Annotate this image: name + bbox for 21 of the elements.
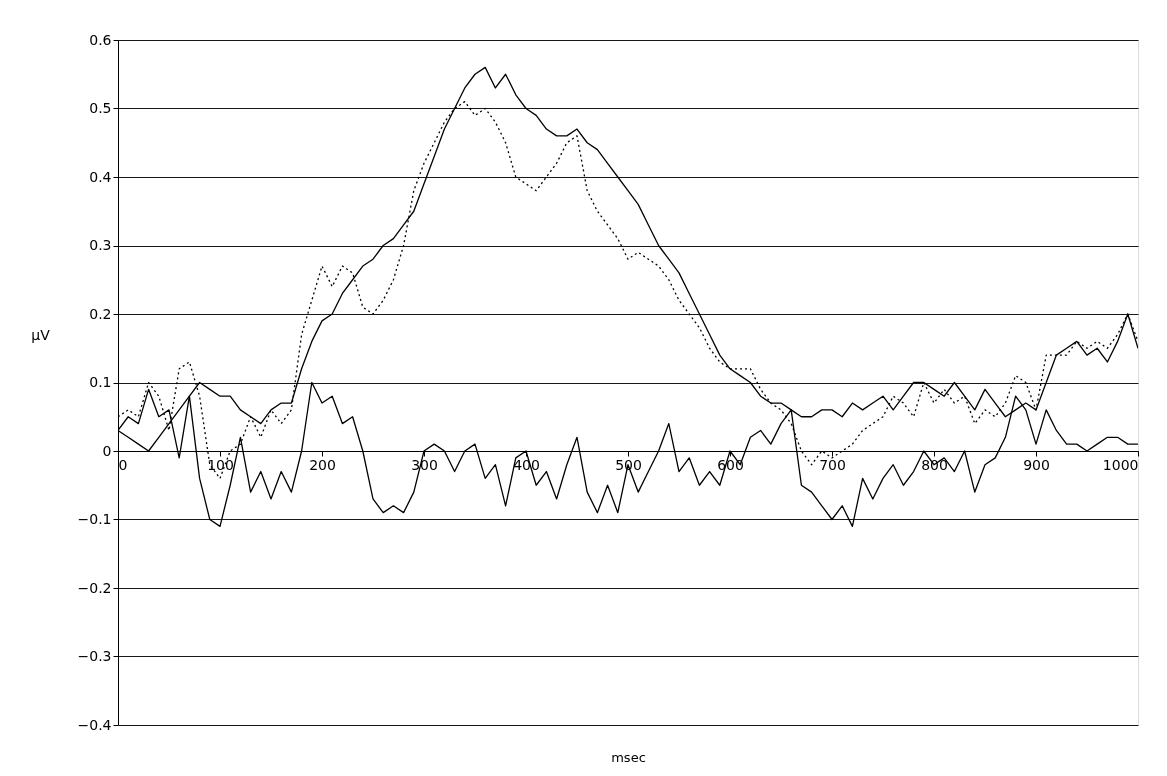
y-tick-label: −0.1 bbox=[77, 511, 112, 527]
y-tick-label: −0.4 bbox=[77, 716, 112, 733]
x-tick-label: 100 bbox=[207, 456, 234, 473]
y-tick-label: −0.3 bbox=[77, 648, 112, 664]
y-axis-title: μV bbox=[31, 327, 51, 343]
y-tick-label: 0.1 bbox=[89, 374, 112, 390]
x-tick-label: 500 bbox=[615, 456, 642, 473]
x-tick-label: 700 bbox=[819, 456, 846, 473]
x-axis-title: msec bbox=[611, 749, 646, 765]
y-tick-label: −0.2 bbox=[77, 579, 112, 596]
x-tick-label: 200 bbox=[309, 456, 336, 473]
x-tick-label: 800 bbox=[921, 456, 948, 473]
x-tick-label: 0 bbox=[118, 456, 128, 473]
y-tick-label: 0.3 bbox=[89, 237, 112, 253]
y-tick-label: 0 bbox=[102, 442, 112, 459]
x-tick-label: 900 bbox=[1023, 456, 1050, 473]
y-tick-label: 0.6 bbox=[89, 31, 112, 48]
y-tick-label: 0.2 bbox=[89, 305, 112, 322]
x-tick-label: 1000 bbox=[1102, 456, 1139, 473]
y-tick-label: 0.5 bbox=[89, 100, 112, 116]
y-tick-label: 0.4 bbox=[89, 168, 112, 185]
